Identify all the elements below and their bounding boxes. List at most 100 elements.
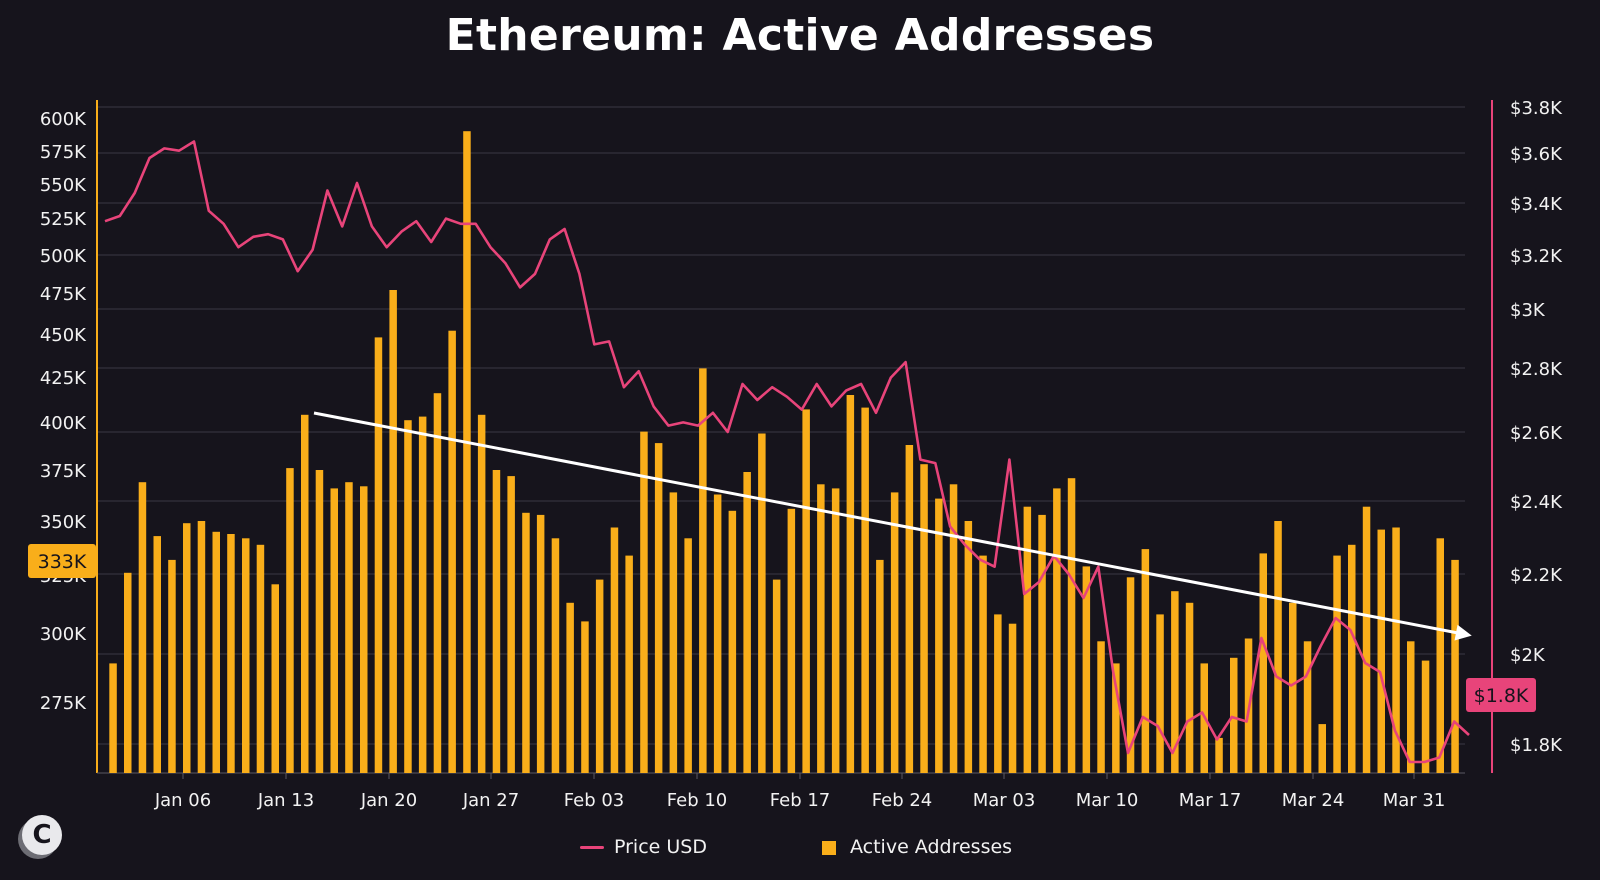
left-axis-tick-label: 350K [40,512,87,533]
left-axis-tick-label: 450K [40,325,87,346]
active-addresses-bar [345,482,353,773]
x-axis-tick-label: Feb 10 [667,790,728,811]
left-axis-tick-label: 500K [40,246,87,267]
active-addresses-bar [477,414,486,773]
active-addresses-bar [1377,529,1385,773]
trend-arrow-head [1454,624,1472,641]
active-addresses-bar [1362,506,1371,773]
active-addresses-bar [1392,527,1400,773]
active-addresses-bar [138,482,147,773]
active-addresses-bar [124,572,132,773]
active-addresses-bar [1038,514,1046,773]
active-addresses-bar [713,494,722,773]
active-addresses-bar [1023,506,1032,773]
active-addresses-bar [949,484,958,773]
current-price-badge [1466,678,1536,712]
active-addresses-bar [802,409,810,773]
left-axis-tick-label: 600K [40,109,87,130]
active-addresses-bar [1171,591,1179,773]
active-addresses-bar [920,464,928,773]
active-addresses-bar [330,488,338,773]
x-axis-tick-label: Feb 24 [872,790,933,811]
active-addresses-bar [861,407,869,773]
active-addresses-bar [728,510,737,773]
right-axis-tick-label: $2.8K [1510,359,1563,380]
brand-logo: C [22,815,62,855]
active-addresses-bar [772,579,781,773]
left-axis-tick-label: 550K [40,175,87,196]
active-addresses-bar [890,492,899,773]
active-addresses-bar [1008,623,1017,773]
active-addresses-bar [1185,602,1194,773]
trend-line [313,411,1459,635]
right-axis-tick-label: $2.2K [1510,565,1563,586]
active-addresses-bar [831,488,840,773]
active-addresses-bar [389,290,397,773]
active-addresses-bar [463,131,471,773]
active-addresses-bar [817,484,825,773]
active-addresses-bar [404,420,412,773]
left-axis-tick-label: 375K [40,461,87,482]
active-addresses-bar [448,330,456,773]
active-addresses-bar [1097,641,1105,773]
active-addresses-bar [168,559,176,773]
right-axis-tick-label: $3K [1510,300,1546,321]
active-addresses-bar [743,472,751,773]
active-addresses-bar [654,443,663,773]
active-addresses-bar [1289,602,1297,773]
current-active-addresses-label: 333K [38,551,87,573]
active-addresses-bar [1259,553,1267,773]
active-addresses-bar [1053,488,1061,773]
brand-logo-letter: C [32,820,52,850]
x-axis-tick-label: Mar 10 [1076,790,1139,811]
active-addresses-bar [197,521,206,773]
active-addresses-bar [433,393,442,773]
active-addresses-bar [227,534,235,773]
active-addresses-bar [979,555,987,773]
right-axis-tick-label: $2K [1510,645,1546,666]
active-addresses-bar [315,470,324,773]
active-addresses-bar [640,431,648,773]
active-addresses-bar [566,602,574,773]
active-addresses-bar [212,531,220,773]
active-addresses-bar [242,538,250,773]
right-axis-tick-label: $3.8K [1510,98,1563,119]
active-addresses-bar [522,512,530,773]
right-axis-tick-label: $2.6K [1510,423,1563,444]
x-axis-tick-label: Feb 17 [770,790,831,811]
x-axis-tick-label: Mar 24 [1282,790,1345,811]
active-addresses-bar [935,498,943,773]
active-addresses-bar [964,521,973,773]
active-addresses-bar [758,433,766,773]
active-addresses-bar [1407,641,1415,773]
active-addresses-bar [669,492,678,773]
right-axis-tick-label: $3.6K [1510,144,1563,165]
active-addresses-bar [1230,657,1238,773]
active-addresses-bar [301,414,309,773]
active-addresses-bar [1348,544,1356,773]
active-addresses-bar [595,579,604,773]
x-axis-tick-label: Jan 13 [257,790,314,811]
active-addresses-bar [153,536,161,773]
active-addresses-bar [625,555,633,773]
right-axis-tick-label: $1.8K [1510,735,1563,756]
active-addresses-bar [1141,549,1150,773]
left-axis-tick-label: 525K [40,209,87,230]
legend-line-swatch [580,846,604,849]
active-addresses-bar [418,416,427,773]
active-addresses-bar [1318,724,1326,773]
x-axis-tick-label: Jan 06 [154,790,211,811]
active-addresses-bar [1274,521,1282,773]
active-addresses-bar [699,368,707,773]
x-axis-tick-label: Mar 03 [973,790,1036,811]
active-addresses-bar [1067,478,1076,773]
legend-item-price[interactable]: Price USD [580,836,707,858]
left-axis-tick-label: 300K [40,624,87,645]
active-addresses-bar [271,584,279,773]
legend-item-active-addresses[interactable]: Active Addresses [822,836,1012,858]
active-addresses-bar [610,527,619,773]
chart-title: Ethereum: Active Addresses [445,10,1155,61]
active-addresses-bar [994,614,1002,773]
x-axis-tick-label: Mar 31 [1383,790,1446,811]
